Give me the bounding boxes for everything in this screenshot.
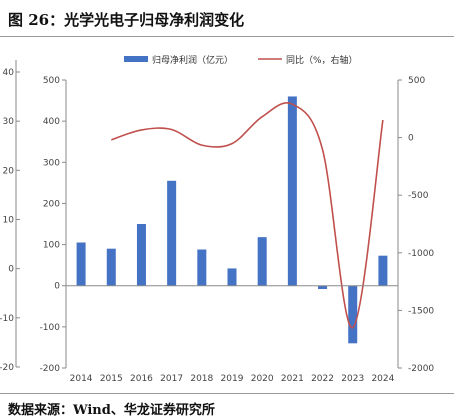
x-tick-label: 2021 [281,374,304,384]
legend-swatch-bar [124,56,148,62]
legend-label-bar: 归母净利润（亿元） [152,54,233,66]
outer-left-axis: -20 -10 0 10 20 30 40 [0,60,20,373]
x-tick-label: 2016 [130,374,153,384]
x-tick-label: 2015 [100,374,123,384]
left-axis: -200 -100 0 100 200 300 400 500 [40,76,67,374]
left-axis-tick-label: 400 [43,117,60,127]
right-axis-tick-label: -500 [408,191,429,201]
bar [257,237,267,286]
outer-axis-tick-label: 30 [3,117,15,127]
outer-axis-tick-label: 0 [8,265,14,275]
left-axis-tick-label: -100 [40,323,61,333]
bar [106,248,116,286]
line-series [111,102,384,329]
bar [167,180,177,286]
left-axis-tick-label: 200 [43,199,60,209]
title-rule [0,36,454,37]
outer-axis-tick-label: -10 [0,314,14,324]
outer-axis-tick-label: 40 [3,68,15,78]
left-axis-tick-label: 500 [43,76,60,86]
x-tick-label: 2020 [251,374,274,384]
bar [287,96,297,286]
x-tick-label: 2017 [160,374,183,384]
bar [136,224,146,286]
bar [76,242,86,286]
x-tick-label: 2018 [190,374,213,384]
right-axis-tick-label: -1000 [408,249,434,259]
right-axis-tick-label: 500 [408,76,425,86]
x-axis: 2014 2015 2016 2017 2018 2019 2020 2021 2022 2023… [66,285,398,384]
outer-axis-tick-label: 20 [3,166,15,176]
outer-axis-tick-label: 10 [3,216,15,226]
source-rule [0,393,454,394]
right-axis-tick-label: -2000 [408,364,434,374]
bar-series [76,96,388,344]
right-axis-tick-label: -1500 [408,306,434,316]
left-axis-tick-label: 0 [54,282,60,292]
x-tick-label: 2022 [311,374,334,384]
x-tick-label: 2023 [341,374,364,384]
bar [227,268,237,286]
right-axis-tick-label: 0 [408,134,414,144]
legend-label-line: 同比（%，右轴） [286,54,358,66]
source-note: 数据来源：Wind、华龙证券研究所 [8,403,215,418]
bar [197,249,207,286]
outer-axis-tick-label: -20 [0,363,14,373]
bar [348,285,358,344]
left-axis-tick-label: 300 [43,158,60,168]
legend: 归母净利润（亿元） 同比（%，右轴） [124,54,358,66]
bar [318,285,328,290]
x-tick-label: 2024 [371,374,394,384]
figure-title: 图 26：光学光电子归母净利润变化 [8,11,245,29]
right-axis: -2000 -1500 -1000 -500 0 500 [397,76,434,374]
bar [378,255,388,286]
x-tick-label: 2014 [70,374,93,384]
left-axis-tick-label: -200 [40,364,61,374]
yoy-growth-line [111,102,384,329]
left-axis-tick-label: 100 [43,241,60,251]
x-tick-label: 2019 [221,374,244,384]
